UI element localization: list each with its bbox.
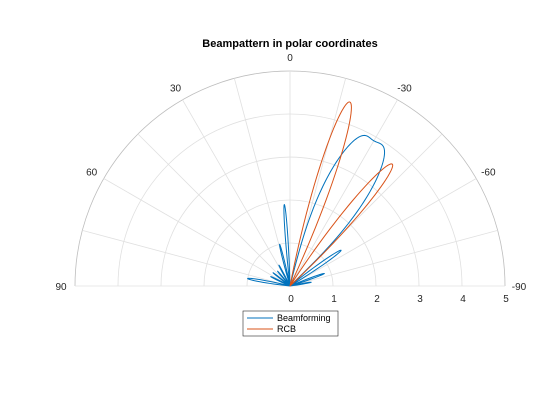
- grid-spoke: [289, 178, 477, 287]
- grid-spoke: [103, 178, 291, 287]
- legend: Beamforming RCB: [242, 310, 339, 337]
- series-line-rcb: [289, 101, 394, 287]
- legend-label-rcb: RCB: [277, 324, 296, 334]
- grid-spoke: [182, 99, 291, 287]
- legend-label-beamforming: Beamforming: [277, 313, 331, 323]
- legend-box: [242, 310, 339, 337]
- theta-tick-label: -30: [397, 84, 412, 95]
- series-line-beamforming: [247, 134, 386, 287]
- r-tick-label: 0: [288, 294, 294, 305]
- theta-tick-label: 90: [55, 282, 67, 293]
- r-tick-label: 2: [374, 294, 380, 305]
- grid-spoke: [82, 229, 291, 287]
- tick-labels: 90 60 30 0 -30 -60 -90 0 1 2 3 4 5: [55, 53, 526, 305]
- grid-spoke: [137, 133, 291, 287]
- grid-spoke: [289, 99, 398, 287]
- series-lines: [247, 101, 394, 287]
- theta-tick-label: 0: [287, 53, 293, 64]
- theta-tick-label: -60: [481, 168, 496, 179]
- theta-tick-label: 60: [86, 168, 98, 179]
- r-tick-label: 5: [503, 294, 509, 305]
- r-tick-label: 1: [331, 294, 337, 305]
- r-tick-label: 4: [460, 294, 466, 305]
- chart-title: Beampattern in polar coordinates: [202, 38, 377, 50]
- theta-tick-label: 30: [170, 84, 182, 95]
- theta-tick-label: -90: [512, 282, 527, 293]
- r-tick-label: 3: [417, 294, 423, 305]
- grid-spoke: [289, 229, 498, 287]
